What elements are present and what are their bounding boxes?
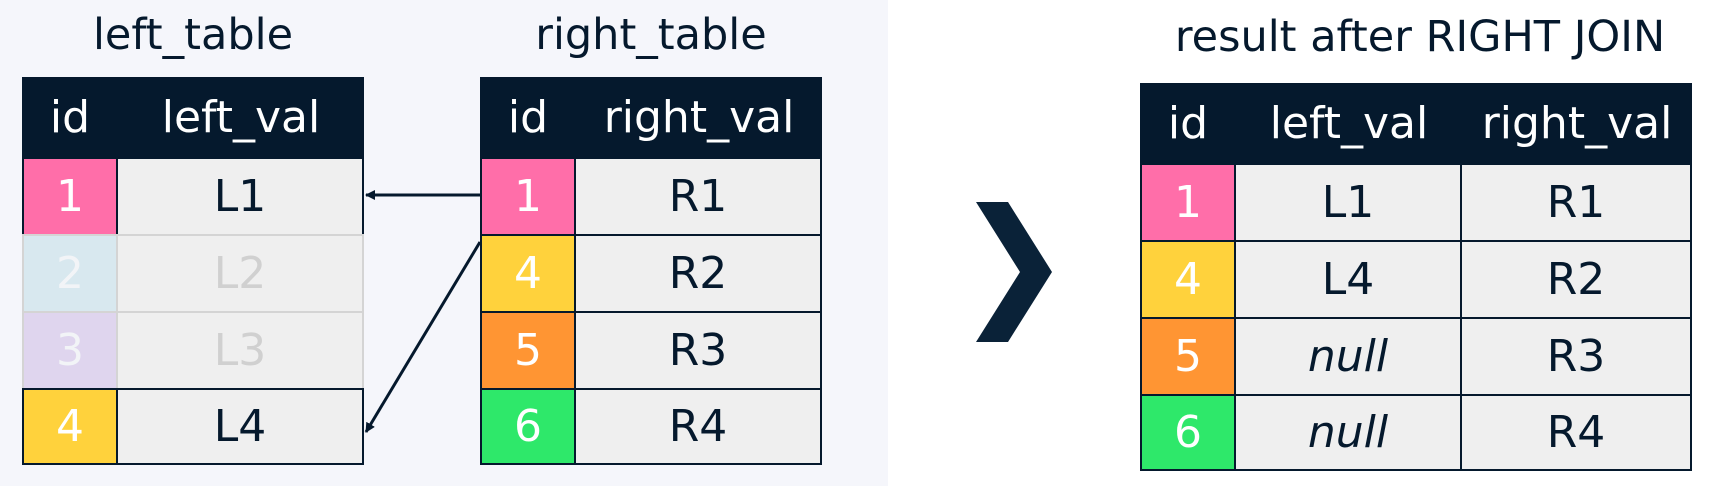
result-table-id-cell: 6 <box>1140 394 1236 471</box>
result-table-title: result after RIGHT JOIN <box>1174 12 1666 62</box>
left-table-column-header: id <box>49 91 91 143</box>
left-table-id-cell: 2 <box>22 234 118 313</box>
result-table-left-value-cell: L1 <box>1234 163 1462 242</box>
result-table-id-cell: 5 <box>1140 317 1236 396</box>
result-table-column-header: right_val <box>1481 97 1673 149</box>
result-table-header <box>1140 83 1692 163</box>
left-table-title: left_table <box>92 10 294 60</box>
right-table-value-cell: R4 <box>574 388 822 465</box>
left-table-value-cell: L3 <box>116 311 364 390</box>
right-table-title: right_table <box>535 10 767 60</box>
result-table-right-value-cell: R2 <box>1460 240 1692 319</box>
result-table-column-header: left_val <box>1269 97 1429 149</box>
join-connector-arrow <box>364 241 482 433</box>
right-table-id-cell: 1 <box>480 157 576 236</box>
result-table-right-value-cell: R3 <box>1460 317 1692 396</box>
chevron-right-icon <box>976 202 1052 342</box>
left-table-header <box>22 77 364 157</box>
left-table-value-cell: L1 <box>116 157 364 236</box>
right-table-value-cell: R2 <box>574 234 822 313</box>
result-table-id-cell: 4 <box>1140 240 1236 319</box>
left-table-column-header: left_val <box>161 91 321 143</box>
result-table-left-value-cell: null <box>1234 394 1462 471</box>
right-table-id-cell: 6 <box>480 388 576 465</box>
left-table-value-cell: L4 <box>116 388 364 465</box>
right-table-id-cell: 4 <box>480 234 576 313</box>
right-table-column-header: right_val <box>603 91 795 143</box>
result-table-left-value-cell: L4 <box>1234 240 1462 319</box>
right-table-column-header: id <box>507 91 549 143</box>
right-table-header <box>480 77 822 157</box>
left-table-id-cell: 3 <box>22 311 118 390</box>
result-table-column-header: id <box>1167 97 1209 149</box>
result-table-right-value-cell: R4 <box>1460 394 1692 471</box>
right-table-id-cell: 5 <box>480 311 576 390</box>
left-table-id-cell: 4 <box>22 388 118 465</box>
right-table-value-cell: R1 <box>574 157 822 236</box>
